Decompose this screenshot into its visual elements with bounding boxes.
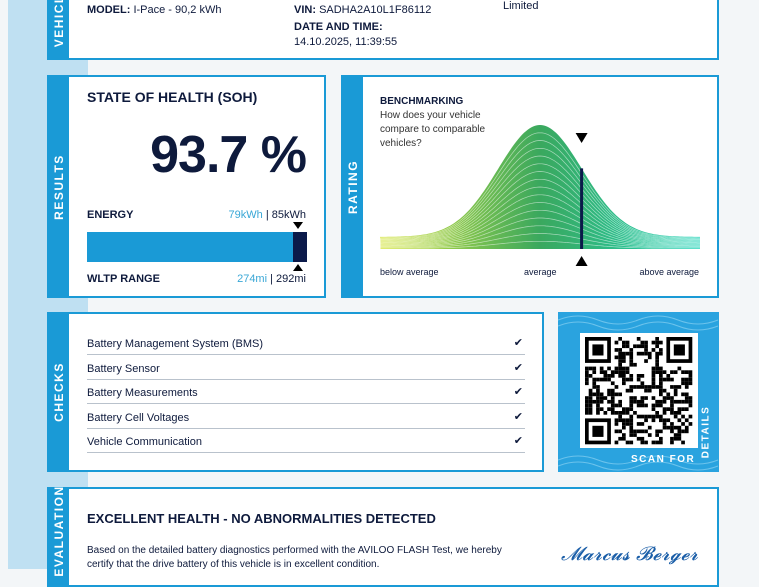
energy-values: 79kWh | 85kWh xyxy=(228,209,306,221)
range-marker-icon xyxy=(293,264,303,271)
results-tab: RESULTS xyxy=(49,77,69,296)
evaluation-tab: EVALUATION xyxy=(49,486,69,585)
wave-pattern xyxy=(558,315,719,471)
curve-line xyxy=(379,163,700,249)
benchmark-question: How does your vehicle compare to compara… xyxy=(380,110,486,149)
soh-value: 93.7 % xyxy=(150,126,307,184)
evaluation-text-1: Based on the detailed battery diagnostic… xyxy=(87,545,502,556)
checks-tab: CHECKS xyxy=(49,314,69,470)
check-icon: ✔ xyxy=(513,337,523,349)
qr-code[interactable] xyxy=(580,333,698,448)
check-icon: ✔ xyxy=(513,410,523,423)
qr-code-image xyxy=(585,337,693,445)
evaluation-title: EXCELLENT HEALTH - NO ABNORMALITIES DETE… xyxy=(87,511,436,526)
check-item: Battery Sensor ✔ xyxy=(87,356,525,380)
curve-line xyxy=(379,194,700,249)
check-item: Battery Management System (BMS) ✔ xyxy=(87,331,525,355)
marker-top-icon xyxy=(575,133,588,143)
curve-line xyxy=(379,233,700,249)
rating-tab: RATING xyxy=(343,77,363,296)
axis-average: average xyxy=(524,267,557,277)
curve-line xyxy=(379,132,700,249)
curve-line xyxy=(379,171,701,249)
scan-for-label: SCAN FOR xyxy=(631,454,696,465)
curve-line xyxy=(379,217,700,249)
curve-line xyxy=(379,209,700,249)
vehicle-card: VEHICLE MODEL: I-Pace - 90,2 kWh VIN: SA… xyxy=(47,0,719,60)
curve-line xyxy=(379,178,700,249)
evaluation-card: EVALUATION EXCELLENT HEALTH - NO ABNORMA… xyxy=(47,486,719,587)
qr-panel[interactable]: SCAN FOR DETAILS xyxy=(558,312,719,472)
curve-line xyxy=(379,186,700,249)
curve-line xyxy=(379,140,700,249)
check-item: Vehicle Communication ✔ xyxy=(87,429,525,453)
curve-line xyxy=(379,202,700,249)
curve-line xyxy=(379,240,700,249)
check-label: Battery Management System (BMS) xyxy=(87,338,264,350)
date-value: 14.10.2025, 11:39:55 xyxy=(294,36,398,48)
check-label: Battery Sensor xyxy=(87,362,160,375)
curve-line xyxy=(379,147,700,249)
check-item: Battery Cell Voltages ✔ xyxy=(87,405,525,429)
soh-bar-fill xyxy=(87,232,294,262)
axis-below-average: below average xyxy=(380,267,439,277)
check-icon: ✔ xyxy=(513,435,523,447)
benchmark-title: BENCHMARKING xyxy=(380,96,464,107)
check-label: Battery Cell Voltages xyxy=(87,411,190,424)
marker-bottom-icon xyxy=(575,256,588,266)
signature: 𝓜𝓪𝓻𝓬𝓾𝓼 𝓑𝓮𝓻𝓰𝓮𝓻 xyxy=(561,543,698,565)
range-label: WLTP RANGE xyxy=(87,273,160,285)
rating-card: RATING BENCHMARKING How does your vehicl… xyxy=(341,75,719,298)
results-card: RESULTS STATE OF HEALTH (SOH) 93.7 % ENE… xyxy=(47,75,326,298)
soh-title: STATE OF HEALTH (SOH) xyxy=(87,89,258,105)
vehicle-extra: Limited xyxy=(503,0,539,12)
check-label: Vehicle Communication xyxy=(87,436,202,448)
vehicle-tab: VEHICLE xyxy=(49,0,69,58)
check-item: Battery Measurements ✔ xyxy=(87,380,525,404)
model: MODEL: I-Pace - 90,2 kWh xyxy=(87,4,222,16)
curve-line xyxy=(379,155,700,249)
checks-card: CHECKS Battery Management System (BMS) ✔ B… xyxy=(47,312,544,472)
benchmark-chart xyxy=(379,125,701,266)
details-label: DETAILS xyxy=(700,405,712,459)
check-label: Battery Measurements xyxy=(87,387,198,399)
vin: VIN: SADHA2A10L1F86112 xyxy=(294,4,432,16)
energy-label: ENERGY xyxy=(87,209,134,221)
date-label: DATE AND TIME: xyxy=(294,21,383,33)
evaluation-text-2: certify that the drive battery of this v… xyxy=(87,559,380,570)
curve-line xyxy=(379,225,700,249)
check-icon: ✔ xyxy=(513,386,523,398)
axis-above-average: above average xyxy=(639,267,699,277)
energy-marker-icon xyxy=(293,222,303,229)
check-icon: ✔ xyxy=(513,361,523,374)
range-values: 274mi | 292mi xyxy=(237,273,306,285)
soh-bar xyxy=(87,232,307,262)
